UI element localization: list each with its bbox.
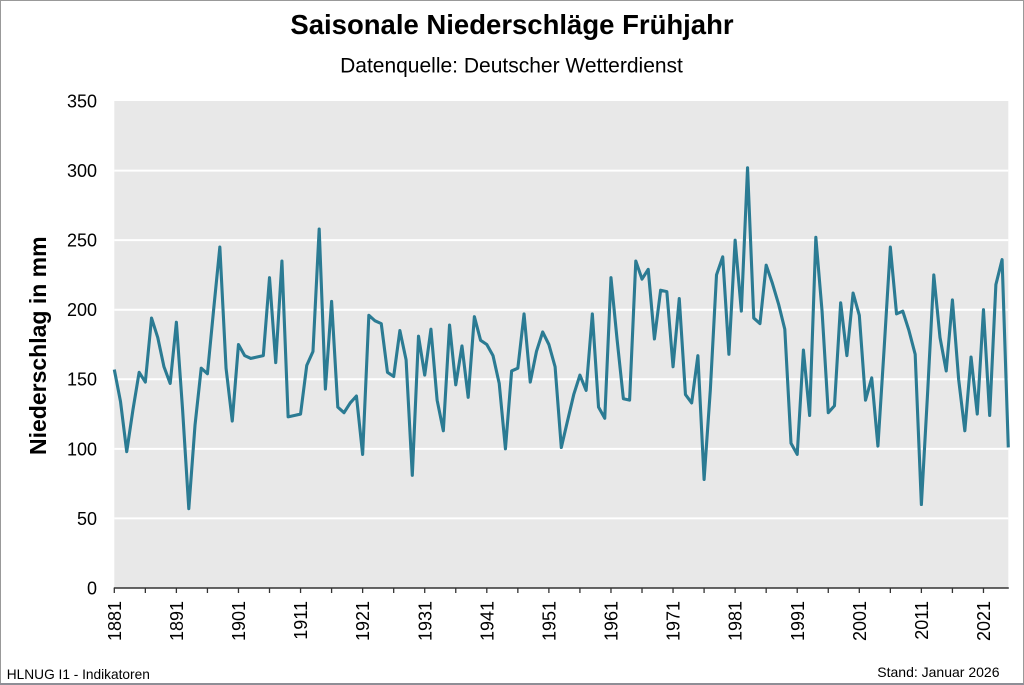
svg-text:Datenquelle: Deutscher Wetterd: Datenquelle: Deutscher Wetterdienst <box>340 55 683 78</box>
svg-text:HLNUG I1 - Indikatoren: HLNUG I1 - Indikatoren <box>7 667 150 682</box>
svg-text:2001: 2001 <box>850 601 870 641</box>
svg-text:Niederschlag in mm: Niederschlag in mm <box>25 236 51 455</box>
svg-text:1891: 1891 <box>167 601 187 641</box>
svg-text:1981: 1981 <box>726 601 746 641</box>
svg-text:150: 150 <box>67 370 97 390</box>
svg-text:1901: 1901 <box>229 601 249 641</box>
svg-text:1961: 1961 <box>602 601 622 641</box>
svg-text:1921: 1921 <box>353 601 373 641</box>
svg-text:100: 100 <box>67 439 97 459</box>
svg-text:350: 350 <box>67 91 97 111</box>
svg-text:1931: 1931 <box>415 601 435 641</box>
svg-text:1951: 1951 <box>539 601 559 641</box>
svg-text:300: 300 <box>67 161 97 181</box>
svg-text:1881: 1881 <box>105 601 125 641</box>
svg-text:200: 200 <box>67 300 97 320</box>
svg-text:0: 0 <box>87 578 97 598</box>
svg-text:250: 250 <box>67 231 97 251</box>
svg-text:2011: 2011 <box>912 601 932 640</box>
svg-text:1941: 1941 <box>477 601 497 641</box>
svg-text:Stand: Januar 2026: Stand: Januar 2026 <box>877 664 999 680</box>
svg-text:2021: 2021 <box>974 601 994 641</box>
svg-text:1971: 1971 <box>664 601 684 641</box>
svg-text:50: 50 <box>77 509 97 529</box>
svg-text:Saisonale Niederschläge Frühja: Saisonale Niederschläge Frühjahr <box>290 9 734 40</box>
svg-text:1991: 1991 <box>788 601 808 641</box>
svg-text:1911: 1911 <box>291 601 311 640</box>
